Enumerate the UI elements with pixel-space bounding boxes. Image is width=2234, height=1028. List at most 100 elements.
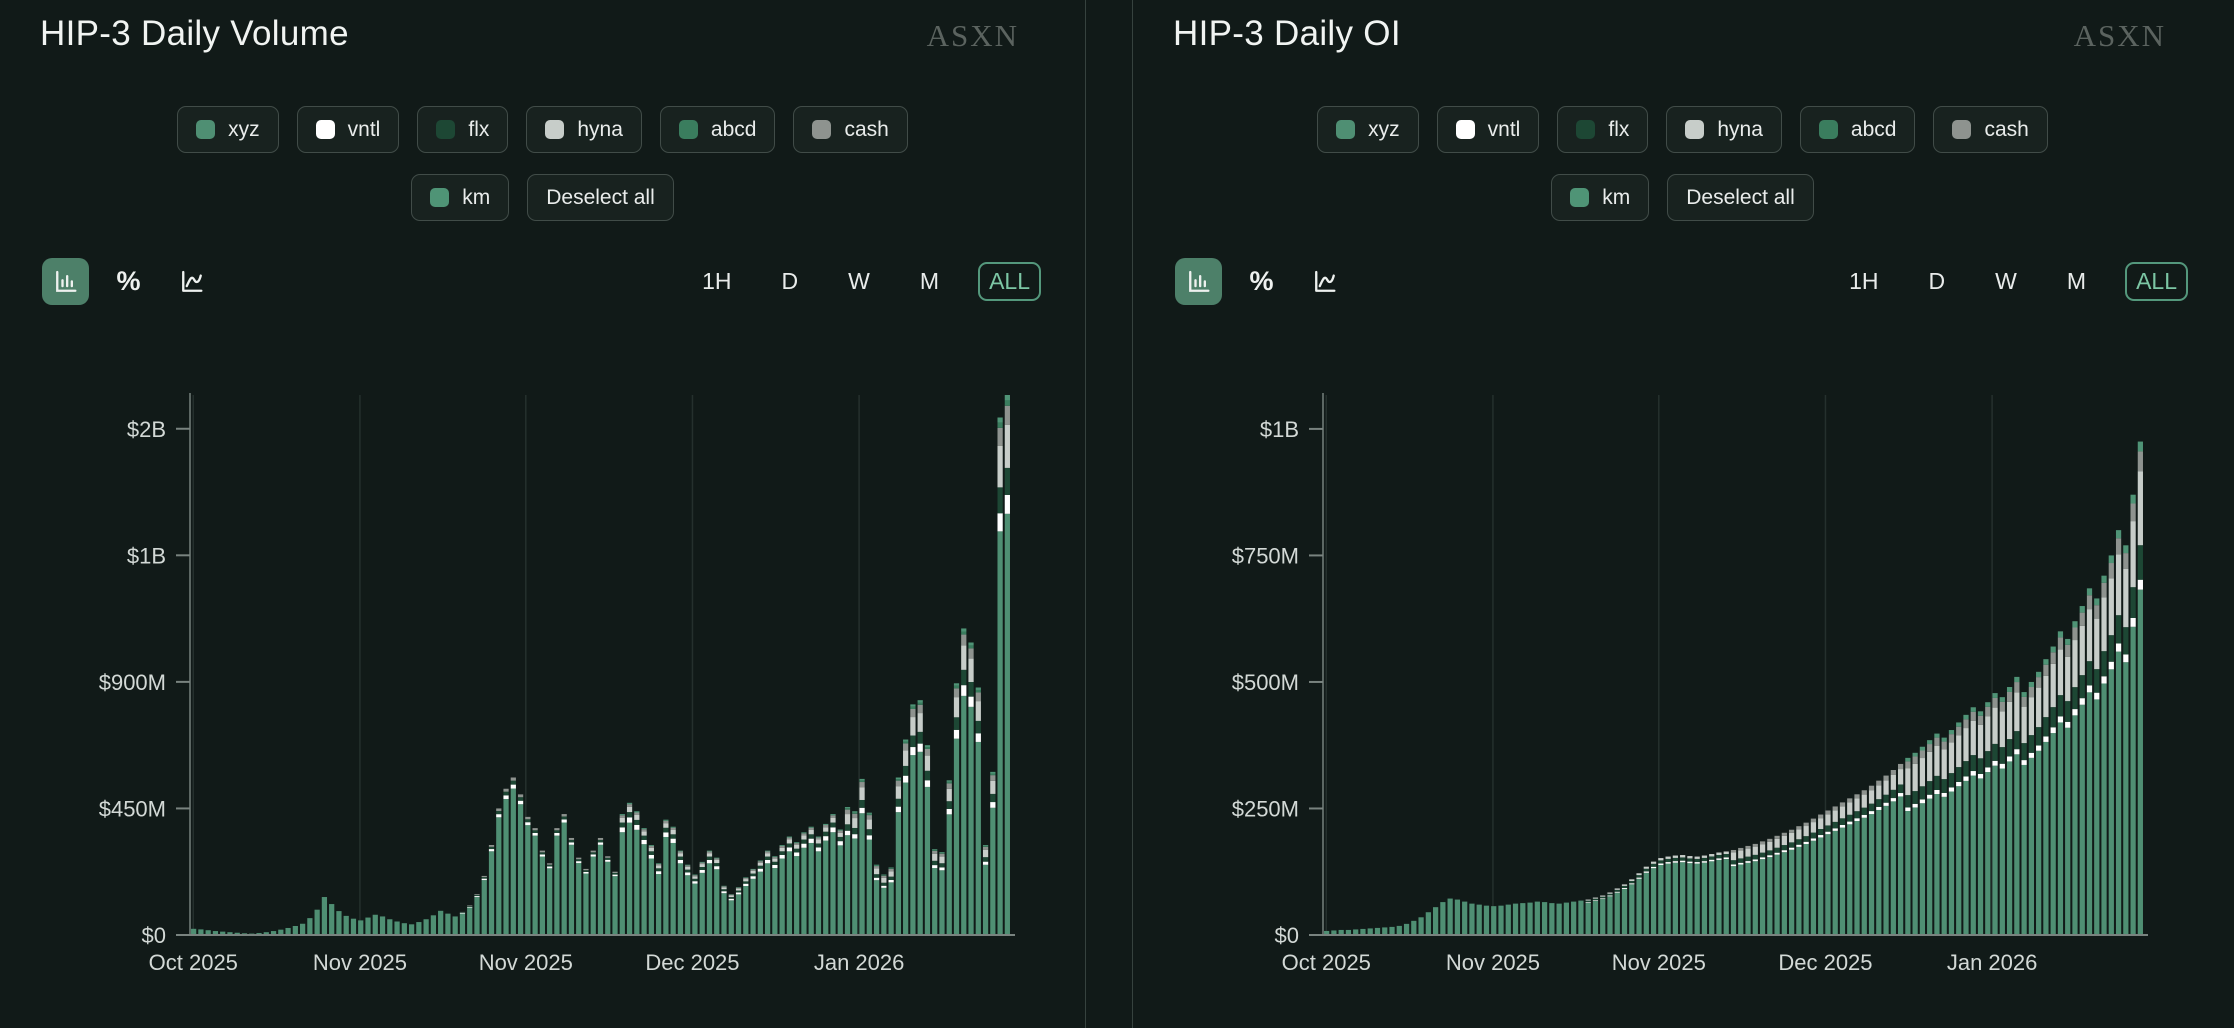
bar-segment-hyna <box>1680 855 1686 858</box>
legend-toggle-vntl[interactable]: vntl <box>296 106 400 153</box>
bar-segment-flx <box>1897 784 1904 794</box>
percent-button[interactable]: % <box>1238 258 1285 305</box>
legend-toggle-xyz[interactable]: xyz <box>177 106 279 153</box>
bar-segment-km <box>2130 494 2136 504</box>
bar-segment-cash <box>1927 744 1933 752</box>
legend-toggle-xyz[interactable]: xyz <box>1317 106 1419 153</box>
bar-segment-flx <box>786 843 793 848</box>
bar-segment-vntl <box>2123 654 2129 663</box>
bar-segment-cash <box>1890 770 1896 775</box>
bar-chart-button[interactable] <box>1175 258 1222 305</box>
bar-segment-hyna <box>706 853 713 857</box>
bar-segment-xyz <box>365 917 371 935</box>
bar-segment-xyz <box>706 863 713 935</box>
legend-toggle-cash[interactable]: cash <box>1933 106 2048 153</box>
bar-segment-xyz <box>554 835 560 935</box>
bar-segment-xyz <box>2006 761 2013 935</box>
bar-segment-flx <box>2101 651 2107 677</box>
bar-segment-cash <box>583 868 589 871</box>
bar-segment-xyz <box>619 832 625 935</box>
bar-chart-button[interactable] <box>42 258 89 305</box>
bar-segment-hyna <box>1897 769 1904 785</box>
legend-toggle-hyna[interactable]: hyna <box>526 106 642 153</box>
bar-segment-cash <box>830 815 836 818</box>
range-button-all[interactable]: ALL <box>978 262 1041 301</box>
line-chart-button[interactable] <box>168 258 215 305</box>
bar-segment-flx <box>1832 821 1838 829</box>
bar-segment-vntl <box>605 859 611 862</box>
bar-segment-cash <box>634 812 640 815</box>
bar-segment-hyna <box>1607 892 1613 894</box>
line-chart-button[interactable] <box>1301 258 1348 305</box>
legend-toggle-km[interactable]: km <box>411 174 510 221</box>
bar-segment-cash <box>1956 726 1962 736</box>
bar-segment-cash <box>626 804 633 807</box>
bar-segment-hyna <box>823 827 829 832</box>
range-button-w[interactable]: W <box>1984 262 2028 301</box>
bar-segment-flx <box>1745 856 1751 862</box>
legend-toggle-flx[interactable]: flx <box>417 106 509 153</box>
range-button-1h[interactable]: 1H <box>1838 262 1889 301</box>
bar-segment-cash <box>1781 832 1787 836</box>
legend-toggle-abcd[interactable]: abcd <box>1799 106 1916 153</box>
bar-segment-cash <box>779 845 785 848</box>
range-button-d[interactable]: D <box>1918 262 1957 301</box>
bar-segment-vntl <box>932 865 938 869</box>
bar-segment-xyz <box>1665 863 1671 935</box>
legend-toggle-hyna[interactable]: hyna <box>1666 106 1782 153</box>
bar-segment-flx <box>801 839 807 844</box>
chart-type-group: % <box>42 258 231 305</box>
bar-segment-vntl <box>1759 857 1766 860</box>
bar-segment-vntl <box>2006 756 2013 762</box>
bar-segment-flx <box>895 798 901 807</box>
bar-segment-hyna <box>888 871 894 877</box>
bar-segment-abcd <box>844 808 851 810</box>
bar-segment-cash <box>714 858 720 860</box>
bar-segment-xyz <box>932 868 938 935</box>
deselect-all-button[interactable]: Deselect all <box>1667 174 1814 221</box>
bar-segment-vntl <box>1694 862 1700 864</box>
bar-segment-hyna <box>1985 716 1991 752</box>
bar-segment-vntl <box>939 867 945 871</box>
bar-segment-cash <box>2079 612 2085 626</box>
bar-segment-km <box>1948 730 1955 735</box>
bar-segment-cash <box>532 828 538 831</box>
bar-segment-cash <box>2123 553 2129 569</box>
range-button-w[interactable]: W <box>837 262 881 301</box>
x-tick-label: Jan 2026 <box>1947 950 2038 975</box>
bar-segment-xyz <box>1658 865 1664 935</box>
range-button-m[interactable]: M <box>2056 262 2097 301</box>
bar-segment-flx <box>1825 825 1831 832</box>
legend-toggle-vntl[interactable]: vntl <box>1436 106 1540 153</box>
bar-segment-vntl <box>1868 811 1875 815</box>
range-button-m[interactable]: M <box>909 262 950 301</box>
legend-toggle-cash[interactable]: cash <box>793 106 908 153</box>
bar-segment-cash <box>808 827 814 830</box>
bar-segment-cash <box>547 863 553 865</box>
bar-segment-flx <box>2065 701 2071 722</box>
bar-segment-cash <box>1839 802 1846 807</box>
bar-segment-vntl <box>1861 814 1867 818</box>
bar-segment-flx <box>590 852 596 855</box>
range-button-1h[interactable]: 1H <box>691 262 742 301</box>
bar-segment-vntl <box>699 869 705 873</box>
bar-segment-xyz <box>873 880 880 935</box>
range-button-d[interactable]: D <box>771 262 810 301</box>
legend-toggle-abcd[interactable]: abcd <box>659 106 776 153</box>
bar-segment-flx <box>764 856 771 860</box>
bar-segment-xyz <box>321 897 328 935</box>
bar-segment-abcd <box>859 780 865 783</box>
deselect-all-button[interactable]: Deselect all <box>527 174 674 221</box>
bar-segment-vntl <box>1963 776 1969 781</box>
legend-label: vntl <box>347 117 381 141</box>
legend-toggle-km[interactable]: km <box>1551 174 1650 221</box>
bar-segment-vntl <box>2057 716 2064 723</box>
bar-segment-xyz <box>1745 862 1751 935</box>
bar-segment-flx <box>2094 669 2100 693</box>
bar-segment-km <box>648 845 654 846</box>
bar-segment-hyna <box>728 895 734 898</box>
bar-segment-vntl <box>808 838 814 843</box>
range-button-all[interactable]: ALL <box>2125 262 2188 301</box>
percent-button[interactable]: % <box>105 258 152 305</box>
legend-toggle-flx[interactable]: flx <box>1557 106 1649 153</box>
